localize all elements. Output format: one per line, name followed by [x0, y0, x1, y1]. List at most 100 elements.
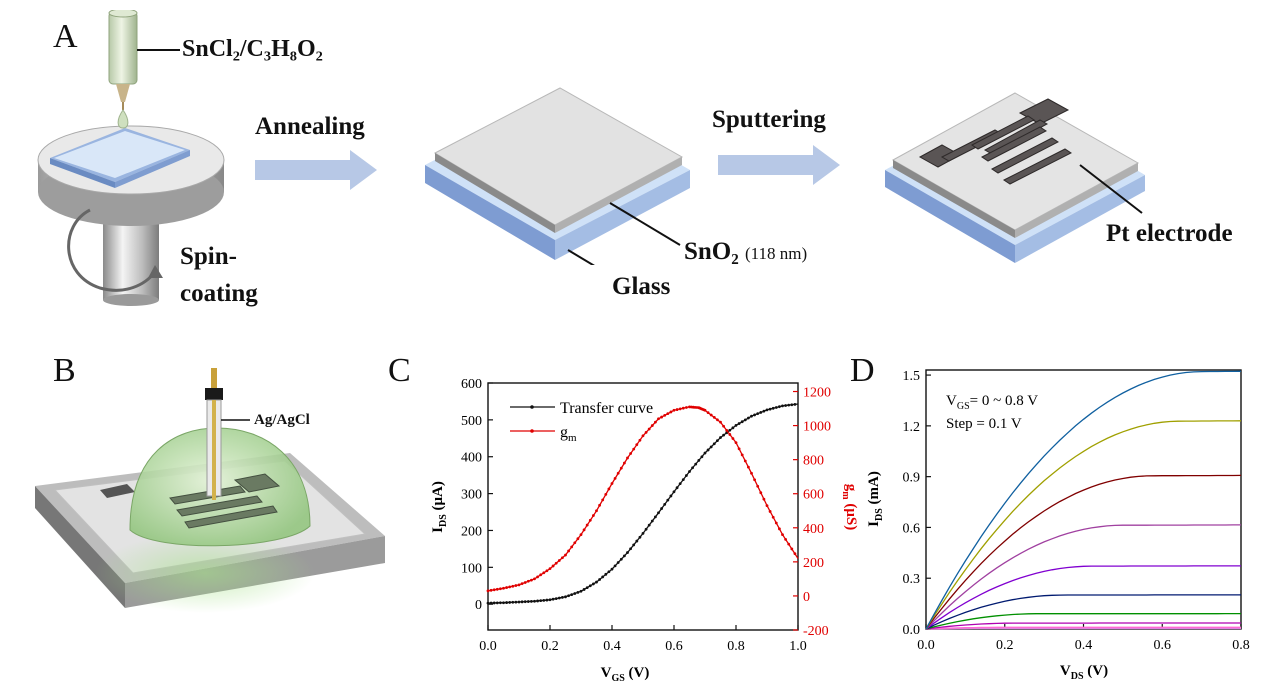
- chart-c-point: [523, 600, 527, 604]
- chart-c-point: [592, 514, 595, 517]
- chart-c-point: [666, 498, 670, 502]
- chart-c-point: [731, 437, 735, 440]
- chart-c-point: [750, 471, 753, 475]
- chart-c-point: [681, 406, 685, 410]
- chart-c-ytick-right-label: 400: [803, 522, 824, 537]
- chart-c-point: [582, 528, 586, 532]
- chart-c-point: [489, 588, 493, 592]
- chart-c-point: [685, 406, 688, 409]
- chart-c-point: [734, 441, 738, 445]
- chart-c-point: [743, 459, 747, 463]
- chart-c-point: [778, 405, 781, 409]
- chart-d-ytick-label: 0.0: [903, 623, 921, 638]
- chart-c-ylabel-left: IDS (μA): [430, 481, 449, 533]
- chart-c-xlabel: VGS (V): [601, 665, 650, 684]
- chart-c-point: [774, 521, 778, 525]
- chart-d-curve: [925, 474, 1242, 630]
- transfer-curve-chart: 0.0 0.2 0.4 0.6 0.8 1.0 0 100 200 300 400 500 600 -…: [430, 377, 859, 684]
- chart-c-ytick-left-label: 200: [461, 524, 482, 539]
- chart-c-point: [492, 588, 496, 592]
- chart-c-point: [539, 573, 543, 577]
- chart-c-point: [632, 543, 636, 547]
- chart-c-point: [678, 407, 682, 411]
- chart-c-point: [520, 582, 524, 586]
- chart-c-point: [595, 580, 598, 584]
- chart-c-xtick-label: 0.6: [665, 639, 683, 654]
- sno2-label: SnO₂ (118 nm): [684, 238, 807, 266]
- chart-c-ytick-left-label: 300: [461, 488, 482, 503]
- chart-c-point: [604, 572, 608, 576]
- panel-letter-c: C: [388, 352, 411, 389]
- chart-c-point: [762, 497, 766, 501]
- chart-c-point: [588, 518, 592, 522]
- chart-d-xtick-label: 0.4: [1075, 638, 1093, 653]
- chart-d-annotation-vgs: VGS= 0 ~ 0.8 V: [946, 393, 1038, 412]
- chart-d-curve: [925, 612, 1241, 630]
- chart-c-point: [542, 571, 546, 575]
- chart-c-point: [719, 420, 722, 424]
- chart-c-point: [619, 466, 623, 470]
- chart-c-point: [759, 411, 763, 414]
- chart-c-point: [650, 424, 654, 427]
- chart-c-point: [740, 420, 744, 424]
- chart-d-curve: [925, 565, 1241, 630]
- chart-c-point: [638, 438, 642, 442]
- chart-c-point: [635, 443, 639, 447]
- chart-c-point: [762, 409, 766, 413]
- chart-c-point: [511, 600, 515, 604]
- chart-c-point: [548, 598, 552, 602]
- chart-c-point: [688, 470, 691, 473]
- chart-c-point: [712, 416, 716, 419]
- legend-gm-label: gm: [560, 424, 577, 444]
- chart-c-xtick-label: 0.8: [727, 639, 745, 654]
- chart-c-point: [607, 570, 611, 574]
- chart-c-point: [576, 590, 580, 594]
- chart-c-point: [709, 413, 713, 417]
- chart-d-ylabel: IDS (mA): [866, 471, 885, 527]
- chart-c-frame: [487, 382, 799, 631]
- chart-c-point: [774, 406, 778, 409]
- chart-c-point: [694, 462, 698, 466]
- chart-c-point: [613, 564, 617, 568]
- chart-d-curve: [925, 420, 1242, 630]
- chart-d-curve: [925, 594, 1241, 630]
- chart-c-point: [623, 554, 626, 558]
- chart-c-point: [626, 456, 629, 460]
- chart-c-point: [613, 476, 617, 480]
- chart-c-point: [570, 545, 574, 549]
- chart-c-point: [790, 403, 794, 407]
- panel-letter-b: B: [53, 352, 76, 389]
- chart-c-point: [629, 547, 632, 551]
- panel-letter-d: D: [850, 352, 875, 389]
- chart-c-point: [675, 486, 679, 490]
- chart-c-point: [486, 601, 490, 605]
- chart-c-point: [722, 433, 725, 437]
- chart-c-point: [492, 601, 496, 605]
- chart-c-point: [536, 599, 539, 603]
- chart-c-xtick-label: 0.2: [541, 639, 559, 654]
- chart-c-ytick-right-label: 600: [803, 488, 824, 503]
- chart-c-point: [495, 587, 499, 591]
- chart-c-point: [737, 422, 741, 425]
- chart-c-point: [678, 482, 682, 486]
- chart-c-point: [793, 402, 797, 406]
- chart-c-point: [731, 426, 735, 430]
- chart-c-point: [712, 442, 716, 446]
- precursor-label: SnCl₂/C₃H₈O₂: [182, 36, 323, 62]
- chart-c-point: [567, 594, 570, 598]
- coating-label: coating: [180, 280, 258, 307]
- chart-c-point: [551, 597, 555, 601]
- panel-letter-a: A: [53, 18, 78, 55]
- chart-c-point: [567, 549, 570, 553]
- chart-c-point: [663, 502, 667, 506]
- chart-c-point: [514, 584, 518, 587]
- chart-c-point: [675, 408, 679, 411]
- chart-d-curve: [925, 370, 1242, 630]
- chart-c-point: [765, 504, 769, 508]
- chart-c-point: [685, 474, 688, 477]
- chart-c-point: [768, 407, 772, 411]
- chart-c-point: [703, 451, 707, 455]
- chart-c-point: [753, 478, 756, 482]
- chart-c-point: [722, 424, 725, 428]
- chart-c-point: [728, 433, 732, 436]
